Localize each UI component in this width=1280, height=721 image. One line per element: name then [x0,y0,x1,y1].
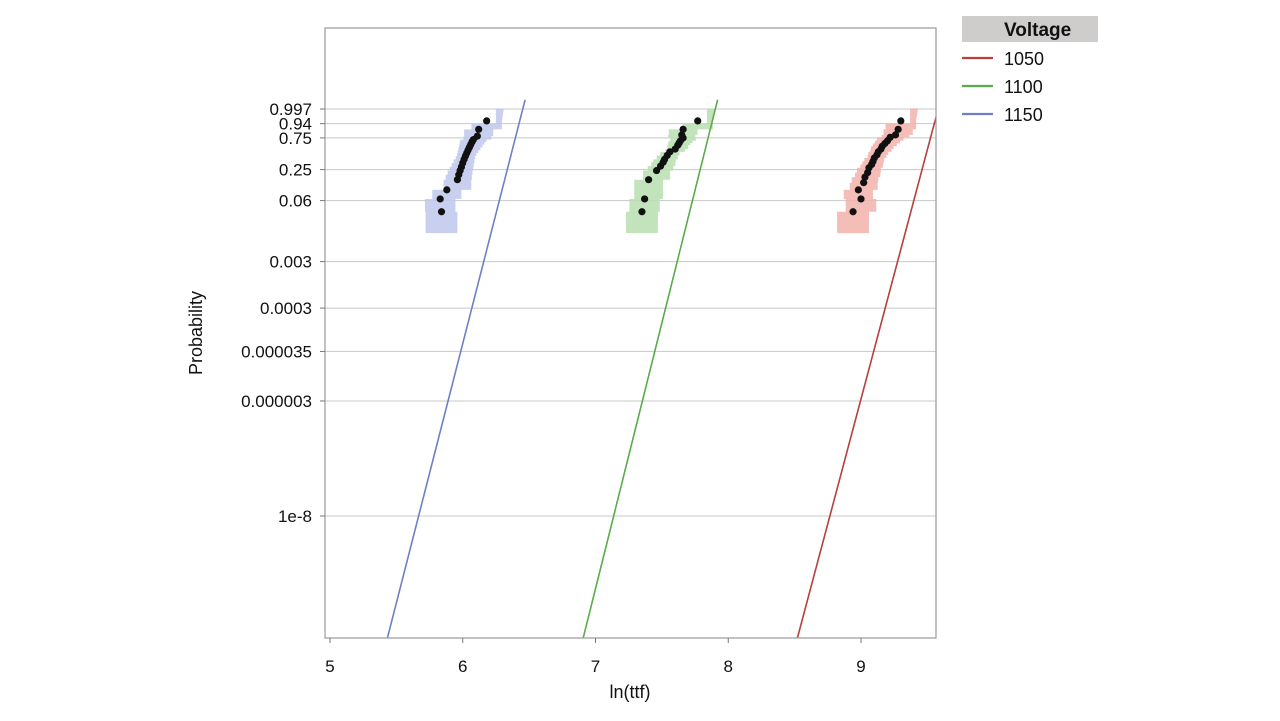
x-tick-label: 8 [724,657,733,676]
x-axis-title: ln(ttf) [609,682,650,702]
y-tick-label: 0.06 [279,192,312,211]
data-point-1050 [854,186,862,194]
data-point-1050 [857,195,865,203]
fit-line-1100 [582,99,719,638]
data-point-1150 [483,117,491,125]
y-tick-label: 0.003 [269,253,312,272]
legend-title-background [962,16,1098,42]
y-tick-label: 0.997 [269,100,312,119]
data-point-1100 [678,131,686,139]
legend: Voltage 1050 1100 1150 [962,16,1098,125]
fit-line-1050 [796,114,936,638]
x-tick-label: 9 [856,657,865,676]
data-point-1050 [894,125,902,133]
data-point-1050 [897,117,905,125]
x-tick-label: 7 [591,657,600,676]
y-tick-label: 0.000003 [241,392,312,411]
gridlines [325,108,936,517]
x-tick-label: 5 [325,657,334,676]
data-point-1100 [666,148,674,156]
data-point-1100 [641,195,649,203]
data-point-1050 [860,179,868,187]
y-tick-label: 0.75 [279,129,312,148]
legend-label-1050: 1050 [1004,49,1044,69]
data-point-1150 [437,208,446,216]
data-point-1050 [891,131,900,139]
data-point-1150 [443,186,451,194]
legend-label-1150: 1150 [1004,105,1043,125]
y-tick-label: 0.25 [279,161,312,180]
data-point-1150 [436,195,444,203]
confidence-band-1050 [837,108,919,234]
data-point-1100 [638,208,646,216]
data-point-1150 [475,125,483,133]
confidence-band-1100 [626,108,715,234]
y-tick-label: 0.0003 [260,299,312,318]
fit-lines [386,99,936,638]
x-tick-label: 6 [458,657,467,676]
y-tick-label: 1e-8 [278,507,312,526]
data-point-1050 [849,208,857,216]
legend-label-1100: 1100 [1004,77,1043,97]
data-points [436,117,905,216]
y-axis-title: Probability [186,291,206,375]
legend-title: Voltage [1004,20,1071,41]
data-point-1100 [694,117,702,125]
data-point-1100 [645,176,653,184]
y-tick-label: 0.000035 [241,342,312,361]
fit-line-1150 [386,99,526,638]
y-tick-label: 0.94 [279,115,312,134]
plot-frame [324,27,937,639]
x-axis-ticks: 5 6 7 8 9 [325,638,866,676]
data-point-1150 [473,132,481,140]
confidence-bands [424,108,919,234]
legend-entries: 1050 1100 1150 [962,49,1044,125]
confidence-band-1150 [424,108,504,234]
data-point-1100 [679,125,687,133]
